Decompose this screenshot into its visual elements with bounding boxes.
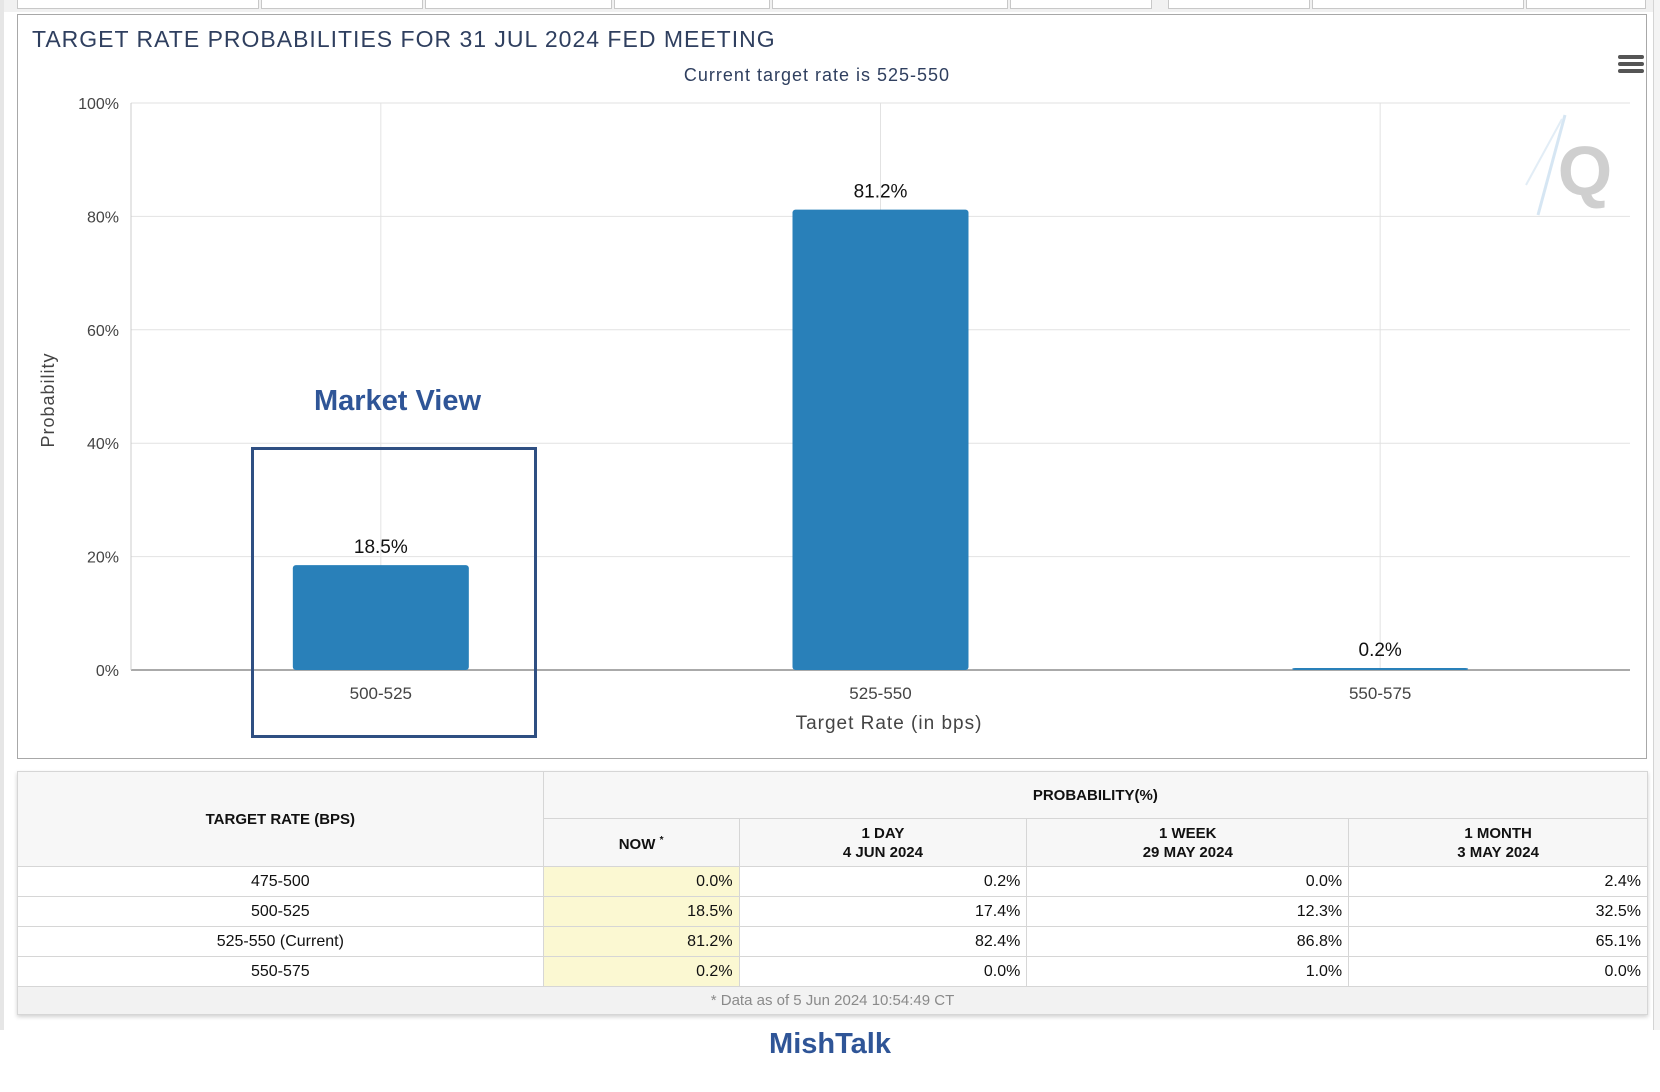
column-header-label: 1 MONTH [1464,824,1532,842]
probability-cell: 86.8% [1026,926,1350,957]
column-header: 1 DAY 4 JUN 2024 [738,818,1028,867]
target-rate-cell: 475-500 [17,866,544,897]
bar-500-525[interactable] [292,565,469,670]
column-header-label: NOW * [618,835,664,853]
y-tick-label: 100% [78,96,119,113]
chart-title: TARGET RATE PROBABILITIES FOR 31 JUL 202… [32,26,776,52]
mishtalk-brand: MishTalk [769,1028,891,1060]
now-probability-cell: 81.2% [542,926,740,957]
column-header: NOW * [542,818,740,867]
target-rate-cell: 550-575 [17,956,544,987]
x-tick-label: 525-550 [849,684,911,703]
bar-data-label: 81.2% [854,182,908,203]
y-tick-label: 40% [87,436,119,453]
table-row: 525-550 (Current) 81.2% 82.4% 86.8% 65.1% [17,926,1648,957]
toolbar-cell [1312,0,1524,9]
probability-cell: 82.4% [738,926,1028,957]
column-header-label: 1 DAY [861,824,905,842]
column-header-label: 1 WEEK [1159,824,1217,842]
now-probability-cell: 18.5% [542,896,740,927]
table-row: 475-500 0.0% 0.2% 0.0% 2.4% [17,866,1648,897]
toolbar-cell [1168,0,1310,9]
toolbar-cell [17,0,259,9]
market-view-annotation: Market View [313,385,482,417]
left-page-edge [0,0,4,1030]
probability-header: PROBABILITY(%) [542,771,1649,819]
probability-cell: 0.2% [738,866,1028,897]
y-tick-label: 20% [87,550,119,567]
probability-cell: 17.4% [738,896,1028,927]
x-axis-title: Target Rate (in bps) [796,713,983,734]
watermark-letter: Q [1558,132,1612,210]
toolbar-cell [1526,0,1646,9]
column-header-date: 29 MAY 2024 [1142,843,1233,861]
bar-550-575[interactable] [1292,668,1469,670]
y-tick-label: 80% [87,209,119,226]
bar-data-label: 0.2% [1359,640,1402,661]
probability-cell: 32.5% [1348,896,1648,927]
market-view-highlight-box [251,447,537,738]
q-logo-watermark: Q [1525,114,1612,216]
y-tick-label: 0% [96,663,119,680]
probability-cell: 12.3% [1026,896,1350,927]
data-timestamp-note: * Data as of 5 Jun 2024 10:54:49 CT [17,986,1648,1015]
probability-cell: 65.1% [1348,926,1648,957]
target-rate-header: TARGET RATE (BPS) [17,771,544,867]
chart-panel: TARGET RATE PROBABILITIES FOR 31 JUL 202… [17,14,1647,759]
probability-cell: 0.0% [1026,866,1350,897]
y-axis-title: Probability [38,352,58,447]
chart-subtitle: Current target rate is 525-550 [684,65,950,85]
toolbar-cell [614,0,770,9]
probability-cell: 2.4% [1348,866,1648,897]
column-header: 1 WEEK 29 MAY 2024 [1026,818,1350,867]
y-tick-label: 60% [87,323,119,340]
x-tick-label: 550-575 [1349,684,1411,703]
right-scrollbar[interactable] [1653,0,1660,1030]
column-header: 1 MONTH 3 MAY 2024 [1348,818,1648,867]
now-probability-cell: 0.2% [542,956,740,987]
column-header-date: 4 JUN 2024 [842,843,923,861]
column-header-date: 3 MAY 2024 [1457,843,1539,861]
table-row: 550-575 0.2% 0.0% 1.0% 0.0% [17,956,1648,987]
toolbar-cell [772,0,1008,9]
toolbar-cell [1010,0,1152,9]
chart-menu-icon[interactable] [1618,55,1644,77]
bar-data-label: 18.5% [354,537,408,558]
probability-cell: 0.0% [738,956,1028,987]
bar-series: 18.5% 81.2% 0.2% [292,182,1469,670]
toolbar-cell [261,0,423,9]
x-tick-label: 500-525 [350,684,412,703]
toolbar-cell [425,0,612,9]
probability-bar-chart: TARGET RATE PROBABILITIES FOR 31 JUL 202… [32,26,1630,734]
probability-table: TARGET RATE (BPS) PROBABILITY(%) NOW * 1 … [17,771,1649,1015]
now-probability-cell: 0.0% [542,866,740,897]
probability-cell: 0.0% [1348,956,1648,987]
table-row: 500-525 18.5% 17.4% 12.3% 32.5% [17,896,1648,927]
top-toolbar-strip [0,0,1660,12]
target-rate-cell: 500-525 [17,896,544,927]
target-rate-cell: 525-550 (Current) [17,926,544,957]
x-axis: 500-525 525-550 550-575 [350,684,1412,703]
probability-cell: 1.0% [1026,956,1350,987]
bar-525-550[interactable] [792,209,969,670]
y-axis: 0% 20% 40% 60% 80% 100% [78,96,132,680]
